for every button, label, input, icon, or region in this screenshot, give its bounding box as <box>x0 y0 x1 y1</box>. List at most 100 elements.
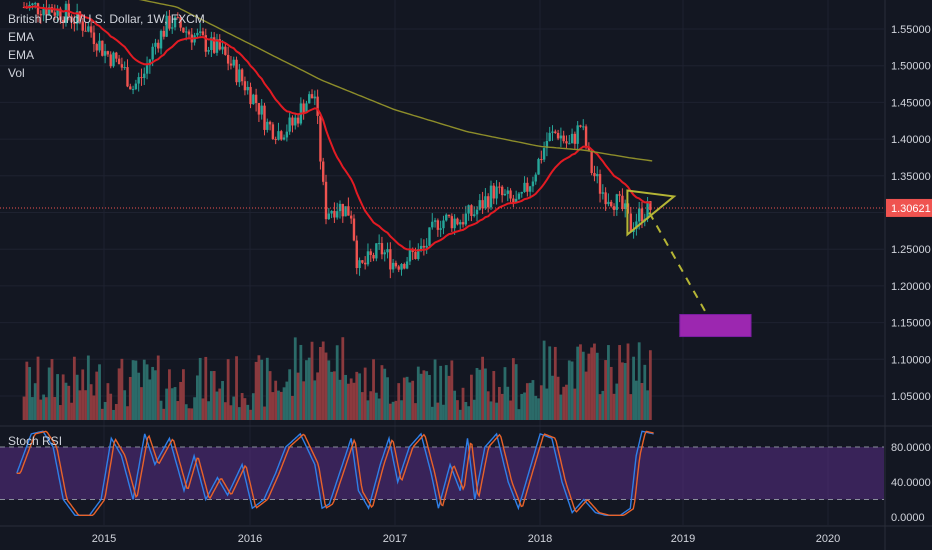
candle-body[interactable] <box>296 117 300 124</box>
candle-body[interactable] <box>590 150 593 174</box>
candle-body[interactable] <box>117 58 121 65</box>
candle-body[interactable] <box>467 205 470 214</box>
candle-body[interactable] <box>615 194 619 210</box>
candle-body[interactable] <box>380 243 384 255</box>
candle-body[interactable] <box>629 213 632 233</box>
candle-body[interactable] <box>260 105 263 115</box>
candle-body[interactable] <box>341 203 344 217</box>
candle-body[interactable] <box>333 210 336 218</box>
candle-body[interactable] <box>540 159 543 161</box>
candle-body[interactable] <box>335 211 339 218</box>
candle-body[interactable] <box>87 26 90 32</box>
candle-body[interactable] <box>204 35 207 52</box>
candle-body[interactable] <box>31 3 34 6</box>
candle-body[interactable] <box>582 126 585 128</box>
candle-body[interactable] <box>196 32 199 36</box>
candle-body[interactable] <box>612 206 616 210</box>
candle-body[interactable] <box>534 174 537 182</box>
candle-body[interactable] <box>394 262 398 267</box>
candle-body[interactable] <box>207 50 210 52</box>
candle-body[interactable] <box>151 46 154 60</box>
candle-body[interactable] <box>137 77 140 84</box>
candle-body[interactable] <box>322 161 325 182</box>
candle-body[interactable] <box>198 31 202 33</box>
candle-body[interactable] <box>512 198 515 203</box>
candle-body[interactable] <box>565 141 568 144</box>
candle-body[interactable] <box>649 201 652 211</box>
candle-body[interactable] <box>408 248 412 262</box>
candle-body[interactable] <box>78 11 82 22</box>
candle-body[interactable] <box>179 17 182 28</box>
candle-body[interactable] <box>389 249 392 270</box>
candle-body[interactable] <box>308 94 311 104</box>
candle-body[interactable] <box>302 103 305 114</box>
candle-body[interactable] <box>268 121 272 125</box>
candle-body[interactable] <box>601 192 605 194</box>
candle-body[interactable] <box>310 94 314 99</box>
candle-body[interactable] <box>369 251 372 255</box>
candle-body[interactable] <box>528 186 532 192</box>
candle-body[interactable] <box>537 159 540 175</box>
legend-ema-1[interactable]: EMA <box>8 30 35 44</box>
candle-body[interactable] <box>148 59 152 66</box>
candle-body[interactable] <box>134 83 138 90</box>
candle-body[interactable] <box>347 206 350 216</box>
candle-body[interactable] <box>64 3 68 23</box>
candle-body[interactable] <box>459 222 462 225</box>
candle-body[interactable] <box>349 215 353 219</box>
candle-body[interactable] <box>182 27 185 33</box>
candle-body[interactable] <box>59 8 62 20</box>
legend-ema-2[interactable]: EMA <box>8 48 35 62</box>
candle-body[interactable] <box>514 198 518 203</box>
candle-body[interactable] <box>212 37 216 53</box>
stoch-rsi-title[interactable]: Stoch RSI <box>8 434 63 448</box>
candle-body[interactable] <box>221 46 224 50</box>
candle-body[interactable] <box>226 54 230 64</box>
legend-symbol[interactable]: British Pound/U.S. Dollar, 1W, FXCM <box>8 12 205 26</box>
candle-body[interactable] <box>324 181 328 220</box>
candle-body[interactable] <box>422 245 426 248</box>
candle-body[interactable] <box>305 103 308 114</box>
candle-body[interactable] <box>47 7 51 15</box>
candle-body[interactable] <box>131 89 135 91</box>
candle-body[interactable] <box>344 206 347 217</box>
candle-body[interactable] <box>481 200 484 209</box>
candle-body[interactable] <box>53 12 56 16</box>
candle-body[interactable] <box>445 214 448 221</box>
candle-body[interactable] <box>123 67 126 69</box>
candle-body[interactable] <box>266 121 269 130</box>
candle-body[interactable] <box>503 193 507 196</box>
candle-body[interactable] <box>143 73 146 79</box>
legend-vol[interactable]: Vol <box>8 66 25 80</box>
candle-body[interactable] <box>352 218 356 241</box>
candle-body[interactable] <box>282 137 286 140</box>
candle-body[interactable] <box>232 59 235 66</box>
candle-body[interactable] <box>405 261 409 269</box>
candle-body[interactable] <box>129 86 132 90</box>
candle-body[interactable] <box>75 11 79 24</box>
candle-body[interactable] <box>98 40 101 51</box>
candle-body[interactable] <box>271 124 275 139</box>
candle-body[interactable] <box>442 220 445 229</box>
candle-body[interactable] <box>288 117 291 132</box>
candle-body[interactable] <box>229 63 233 66</box>
candle-body[interactable] <box>165 15 168 37</box>
candle-body[interactable] <box>618 194 621 196</box>
candle-body[interactable] <box>171 27 174 29</box>
candle-body[interactable] <box>45 8 48 15</box>
candle-body[interactable] <box>624 203 627 210</box>
candle-body[interactable] <box>254 94 258 104</box>
candle-body[interactable] <box>397 266 400 270</box>
candle-body[interactable] <box>604 192 607 205</box>
candle-body[interactable] <box>115 52 118 59</box>
candle-body[interactable] <box>484 196 487 209</box>
candle-body[interactable] <box>201 31 205 36</box>
candle-body[interactable] <box>576 125 579 144</box>
candle-body[interactable] <box>224 46 227 55</box>
candle-body[interactable] <box>235 59 238 83</box>
candle-body[interactable] <box>126 67 129 87</box>
candle-body[interactable] <box>520 191 523 194</box>
candle-body[interactable] <box>294 117 297 126</box>
candle-body[interactable] <box>545 140 549 149</box>
candle-body[interactable] <box>492 185 495 199</box>
